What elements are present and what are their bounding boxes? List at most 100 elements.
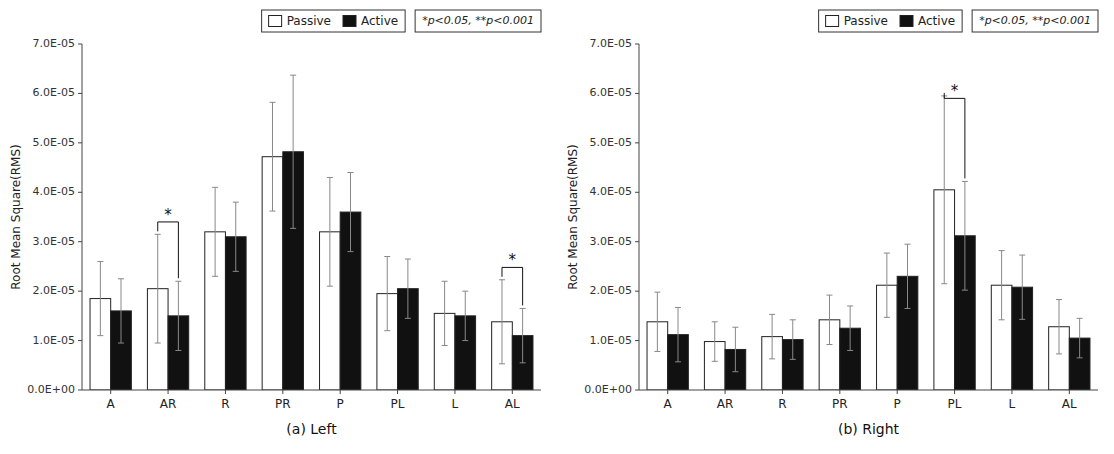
- error-cap: [212, 276, 218, 277]
- error-bar: [155, 234, 161, 343]
- error-cap: [233, 202, 239, 203]
- error-cap: [769, 358, 775, 359]
- error-cap: [1077, 318, 1083, 319]
- error-cap: [1056, 299, 1062, 300]
- y-tick: [635, 340, 639, 341]
- x-tick-label: P: [337, 397, 344, 411]
- error-line: [329, 177, 330, 286]
- error-bar: [442, 281, 448, 345]
- error-bar: [233, 202, 239, 271]
- x-axis-label: (b) Right: [838, 421, 900, 437]
- error-bar: [462, 291, 468, 340]
- error-cap: [999, 250, 1005, 251]
- error-line: [1079, 318, 1080, 358]
- y-tick-label: 5.0E-05: [33, 136, 75, 149]
- error-cap: [1077, 357, 1083, 358]
- error-cap: [712, 361, 718, 362]
- error-line: [792, 320, 793, 360]
- x-tick-label: PL: [948, 397, 962, 411]
- error-cap: [212, 187, 218, 188]
- y-tick: [635, 142, 639, 143]
- y-tick: [635, 192, 639, 193]
- x-tick-label: A: [664, 397, 673, 411]
- y-tick-label: 0.0E+00: [584, 383, 632, 396]
- error-line: [907, 244, 908, 308]
- error-bar: [712, 322, 718, 362]
- error-cap: [97, 335, 103, 336]
- error-cap: [1019, 255, 1025, 256]
- error-cap: [1056, 353, 1062, 354]
- error-bar: [769, 314, 775, 358]
- error-cap: [999, 319, 1005, 320]
- x-tick: [512, 390, 513, 394]
- y-tick-label: 7.0E-05: [33, 37, 75, 50]
- y-axis: [639, 44, 640, 390]
- y-tick: [635, 291, 639, 292]
- y-tick-label: 1.0E-05: [590, 334, 632, 347]
- error-bar: [790, 320, 796, 360]
- error-cap: [290, 75, 296, 76]
- y-tick: [78, 192, 82, 193]
- error-cap: [155, 343, 161, 344]
- y-axis-label: Root Mean Square(RMS): [566, 144, 580, 289]
- legend: PassiveActive*p<0.05, **p<0.001: [262, 10, 541, 32]
- error-bar: [847, 306, 853, 350]
- error-bar: [654, 292, 660, 351]
- panel: 0.0E+001.0E-052.0E-053.0E-054.0E-055.0E-…: [566, 10, 1099, 437]
- x-tick: [397, 390, 398, 394]
- error-cap: [405, 318, 411, 319]
- x-tick-label: PR: [275, 397, 291, 411]
- error-cap: [654, 292, 660, 293]
- error-line: [407, 259, 408, 318]
- error-bar: [348, 173, 354, 252]
- x-tick: [954, 390, 955, 394]
- x-tick: [1069, 390, 1070, 394]
- plot-area: [90, 75, 533, 390]
- x-tick: [667, 390, 668, 394]
- y-tick-label: 3.0E-05: [590, 235, 632, 248]
- y-tick: [635, 44, 639, 45]
- legend-box: [819, 10, 963, 32]
- error-cap: [520, 308, 526, 309]
- error-line: [178, 281, 179, 350]
- x-tick-label: AR: [160, 397, 177, 411]
- x-tick: [225, 390, 226, 394]
- error-line: [100, 261, 101, 335]
- y-tick: [78, 291, 82, 292]
- error-cap: [941, 283, 947, 284]
- error-cap: [290, 228, 296, 229]
- plot-area: [647, 96, 1090, 390]
- error-bar: [884, 253, 890, 317]
- y-axis-label: Root Mean Square(RMS): [9, 144, 23, 289]
- error-cap: [884, 317, 890, 318]
- x-tick: [168, 390, 169, 394]
- error-cap: [175, 281, 181, 282]
- error-bar: [269, 102, 275, 211]
- legend-swatch: [900, 16, 913, 27]
- error-cap: [675, 361, 681, 362]
- error-line: [772, 314, 773, 358]
- error-bar: [212, 187, 218, 276]
- legend: PassiveActive*p<0.05, **p<0.001: [819, 10, 1098, 32]
- error-line: [657, 292, 658, 351]
- error-cap: [118, 343, 124, 344]
- legend-swatch: [269, 16, 282, 27]
- legend-note: *p<0.05, **p<0.001: [415, 10, 541, 32]
- legend-box: [262, 10, 406, 32]
- error-cap: [384, 330, 390, 331]
- error-cap: [118, 278, 124, 279]
- y-tick-label: 2.0E-05: [590, 284, 632, 297]
- error-line: [1022, 255, 1023, 319]
- y-tick: [635, 390, 639, 391]
- x-tick: [782, 390, 783, 394]
- error-cap: [175, 350, 181, 351]
- error-cap: [327, 286, 333, 287]
- error-line: [964, 181, 965, 290]
- x-tick-label: L: [1009, 397, 1016, 411]
- error-bar: [520, 308, 526, 362]
- error-cap: [269, 102, 275, 103]
- error-cap: [826, 344, 832, 345]
- error-cap: [348, 172, 354, 173]
- error-line: [293, 75, 294, 228]
- y-tick: [78, 241, 82, 242]
